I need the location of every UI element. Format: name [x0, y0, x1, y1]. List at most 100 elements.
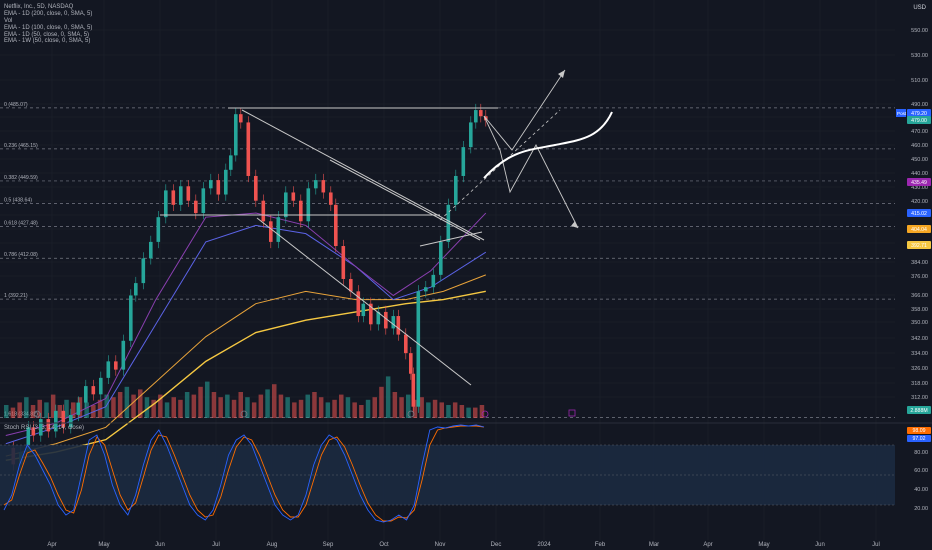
candle-body — [209, 180, 213, 189]
legend-ema100[interactable]: EMA - 1D (100, close, 0, SMA, 5) — [4, 24, 93, 31]
projection-path-a[interactable] — [483, 69, 566, 151]
stoch-tick-label: 40.00 — [914, 487, 928, 493]
channel-upper[interactable] — [241, 109, 485, 241]
candle-body — [411, 373, 416, 407]
price-tick-label: 366.00 — [911, 293, 928, 299]
time-tick-label: Dec — [491, 542, 502, 548]
volume-bar — [345, 397, 351, 418]
dividend-marker[interactable] — [481, 410, 489, 418]
fib-label: 0.236 (465.15) — [4, 143, 38, 149]
earnings-marker[interactable] — [407, 410, 415, 418]
volume-bar — [359, 405, 364, 418]
volume-bar — [325, 402, 331, 418]
currency-label[interactable]: USD — [913, 5, 926, 11]
volume-bar — [111, 397, 116, 418]
time-tick-label: Feb — [595, 542, 606, 548]
volume-bar — [164, 402, 170, 418]
candle-body — [454, 175, 458, 205]
volume-bar — [211, 392, 217, 418]
candle-body — [76, 402, 81, 415]
stoch-tick-label: 20.00 — [914, 506, 928, 512]
volume-bar — [171, 397, 176, 418]
time-tick-label: Oct — [379, 542, 389, 548]
price-tick-label: 326.00 — [911, 366, 928, 372]
candle-body — [54, 410, 58, 432]
candle-body — [361, 303, 366, 317]
time-axis[interactable]: Apr May Jun Jul Aug Sep Oct Nov Dec 2024 Feb Mar Apr… — [47, 542, 880, 548]
candle-body — [396, 316, 401, 335]
legend-ema50[interactable]: EMA - 1D (50, close, 0, SMA, 5) — [4, 31, 90, 38]
projection-curve[interactable] — [483, 111, 613, 179]
volume-bar — [158, 394, 163, 418]
volume-bar — [17, 402, 22, 418]
volume-bar — [225, 394, 230, 418]
candle-body — [224, 169, 228, 195]
candle-body — [134, 283, 138, 296]
candle-body — [284, 192, 288, 218]
volume-bar — [278, 394, 284, 418]
volume-bar — [4, 405, 9, 418]
candle-body — [186, 186, 191, 201]
candle-body — [349, 278, 353, 292]
volume-bar — [71, 402, 76, 418]
time-tick-label: 2024 — [537, 542, 551, 548]
price-tick-label: 470.00 — [911, 129, 928, 135]
earnings-marker[interactable] — [240, 410, 248, 418]
volume-bar — [251, 402, 257, 418]
wedge-lower[interactable] — [419, 231, 483, 247]
candle-body — [46, 419, 51, 432]
volume-bar — [332, 399, 337, 418]
price-tick-label: 430.00 — [911, 185, 928, 191]
candle-body — [84, 386, 88, 403]
price-tag — [907, 406, 931, 414]
fib-label: 0.786 (412.08) — [4, 252, 38, 258]
event-flag[interactable] — [568, 409, 576, 417]
earnings-marker[interactable] — [33, 410, 41, 418]
arrow-head-down — [571, 221, 578, 228]
price-tag — [907, 241, 931, 249]
volume-bar — [399, 397, 404, 418]
time-tick-label: Sep — [323, 542, 334, 548]
volume-bar — [392, 392, 398, 418]
projection-path-b[interactable] — [483, 115, 579, 229]
price-tag — [907, 225, 931, 233]
legend-ema1w[interactable]: EMA - 1W (50, close, 0, SMA, 5) — [4, 38, 91, 45]
wedge-upper[interactable] — [329, 159, 481, 241]
volume-bar — [205, 381, 210, 418]
volume-bar — [365, 399, 371, 418]
candle-body — [269, 221, 273, 242]
volume-bar — [50, 394, 56, 418]
symbol-title[interactable]: Netflix, Inc., 5D, NASDAQ — [4, 4, 74, 10]
candle-body — [69, 414, 73, 428]
volume-bar — [292, 402, 297, 418]
candles — [11, 103, 488, 471]
time-tick-label: Mar — [649, 542, 659, 548]
channel-lower[interactable] — [256, 217, 472, 386]
candle-body — [141, 258, 146, 284]
time-tick-label: Jul — [212, 542, 220, 548]
candle-body — [291, 192, 296, 201]
price-tag-prefix-label: Post — [897, 111, 907, 116]
candle-body — [474, 110, 478, 123]
candle-body — [341, 246, 346, 279]
stoch-value-tag — [907, 435, 931, 442]
volume-bar — [432, 399, 438, 418]
fibonacci-levels: 0 (485.07) 0.236 (465.15) 0.382 (449.59) 0.… — [0, 102, 895, 418]
candle-body — [216, 180, 221, 195]
candle-body — [156, 217, 161, 242]
candle-body — [229, 155, 233, 170]
volume-bar — [412, 399, 418, 418]
legend-ema200[interactable]: EMA - 1D (200, close, 0, SMA, 5) — [4, 10, 93, 17]
volume-bar — [352, 402, 357, 418]
legend-vol[interactable]: Vol — [4, 17, 13, 24]
candle-body — [314, 180, 318, 189]
volume-bar — [426, 402, 431, 418]
volume-bar — [258, 394, 264, 418]
price-tick-label: 420.00 — [911, 199, 928, 205]
volume-bar — [406, 394, 411, 418]
stoch-d-line — [3, 425, 485, 522]
volume-bar — [466, 407, 471, 418]
stoch-legend[interactable]: Stoch RSI (3, 3, 14, 14, close) — [4, 425, 85, 431]
